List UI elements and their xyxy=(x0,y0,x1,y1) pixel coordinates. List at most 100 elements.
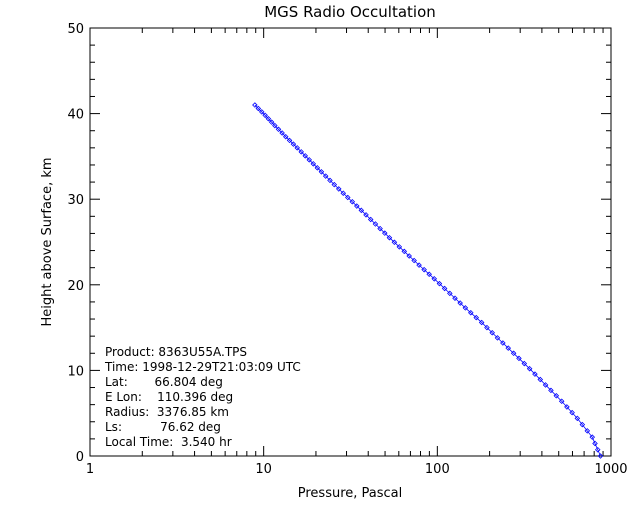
data-point xyxy=(282,133,289,140)
data-point xyxy=(584,428,591,434)
data-point xyxy=(537,376,544,383)
data-point xyxy=(478,319,485,326)
data-point xyxy=(542,382,549,388)
data-point xyxy=(298,149,304,155)
data-point xyxy=(589,434,596,440)
x-tick-label: 100 xyxy=(425,462,450,477)
data-point xyxy=(306,157,313,163)
y-tick-label: 50 xyxy=(67,22,84,37)
data-point xyxy=(358,207,365,214)
y-tick-label: 30 xyxy=(67,193,84,208)
info-product: Product: 8363U55A.TPS xyxy=(105,345,247,359)
data-point xyxy=(279,130,285,136)
data-point xyxy=(457,300,463,306)
data-point xyxy=(302,153,308,159)
data-point xyxy=(416,262,422,268)
data-point xyxy=(411,257,417,264)
x-axis: 1 10 100 1000 xyxy=(86,28,628,477)
info-time: Time: 1998-12-29T21:03:09 UTC xyxy=(104,360,301,374)
data-point xyxy=(367,216,374,223)
data-point xyxy=(505,345,512,351)
data-point xyxy=(275,126,282,133)
data-point xyxy=(327,177,333,184)
data-point xyxy=(452,295,458,301)
data-point xyxy=(558,398,565,404)
data-point xyxy=(494,335,501,341)
data-point xyxy=(447,290,453,297)
data-point xyxy=(553,393,560,399)
data-point xyxy=(526,365,533,372)
data-point xyxy=(569,409,575,416)
data-point xyxy=(473,314,479,321)
data-point xyxy=(255,105,262,112)
data-point xyxy=(468,309,474,316)
data-point xyxy=(431,276,438,282)
y-tick-label: 10 xyxy=(67,364,84,379)
data-point xyxy=(262,112,268,119)
data-point xyxy=(252,102,258,108)
data-point xyxy=(349,199,356,205)
data-point xyxy=(441,285,448,292)
info-elon: E Lon: 110.396 deg xyxy=(105,390,233,404)
y-tick-label: 0 xyxy=(76,450,84,465)
data-point xyxy=(436,280,443,287)
x-tick-label: 10 xyxy=(255,462,272,477)
data-point xyxy=(426,271,432,278)
info-radius: Radius: 3376.85 km xyxy=(105,405,229,419)
data-point xyxy=(462,305,469,311)
data-point xyxy=(314,165,321,171)
y-tick-label: 20 xyxy=(67,279,84,294)
data-point xyxy=(510,350,517,357)
chart-title: MGS Radio Occultation xyxy=(264,3,436,21)
plot-frame xyxy=(89,27,612,457)
data-point xyxy=(391,239,398,246)
data-point xyxy=(579,421,586,428)
data-point xyxy=(401,248,408,255)
data-point xyxy=(310,161,317,167)
data-point xyxy=(532,371,538,377)
data-point xyxy=(516,355,522,362)
data-point xyxy=(564,404,570,410)
info-ls: Ls: 76.62 deg xyxy=(105,420,221,434)
data-point xyxy=(331,181,338,188)
data-point xyxy=(594,446,601,453)
data-point xyxy=(354,203,360,209)
x-tick-label: 1 xyxy=(86,462,94,477)
data-point xyxy=(258,109,265,115)
data-point xyxy=(592,440,598,447)
data-point xyxy=(345,194,351,201)
data-point xyxy=(396,244,403,250)
data-point xyxy=(336,186,342,192)
data-point xyxy=(322,173,329,179)
info-local-time: Local Time: 3.540 hr xyxy=(105,435,232,449)
x-tick-label: 1000 xyxy=(594,462,627,477)
data-point xyxy=(548,387,554,394)
y-axis: 0 10 20 30 40 50 xyxy=(67,22,611,465)
data-point xyxy=(489,329,495,336)
data-point xyxy=(386,234,393,241)
series-line xyxy=(254,104,601,457)
y-axis-label: Height above Surface, km xyxy=(40,157,55,326)
x-axis-label: Pressure, Pascal xyxy=(298,486,403,501)
data-point xyxy=(406,253,412,259)
data-point xyxy=(421,266,427,273)
data-point xyxy=(272,122,278,129)
data-point xyxy=(294,145,300,151)
data-point xyxy=(574,415,581,422)
data-point xyxy=(290,141,297,147)
data-point xyxy=(340,190,347,196)
data-point xyxy=(318,169,325,175)
data-point xyxy=(286,137,293,144)
info-lat: Lat: 66.804 deg xyxy=(105,375,223,389)
data-point xyxy=(268,119,275,125)
info-block: Product: 8363U55A.TPS Time: 1998-12-29T2… xyxy=(104,345,301,449)
data-point xyxy=(597,453,604,459)
data-point xyxy=(265,115,272,122)
data-point xyxy=(372,221,379,227)
data-point xyxy=(500,340,506,346)
data-point xyxy=(377,225,383,232)
data-series xyxy=(252,102,604,459)
data-point xyxy=(382,230,388,236)
data-point xyxy=(521,360,528,367)
